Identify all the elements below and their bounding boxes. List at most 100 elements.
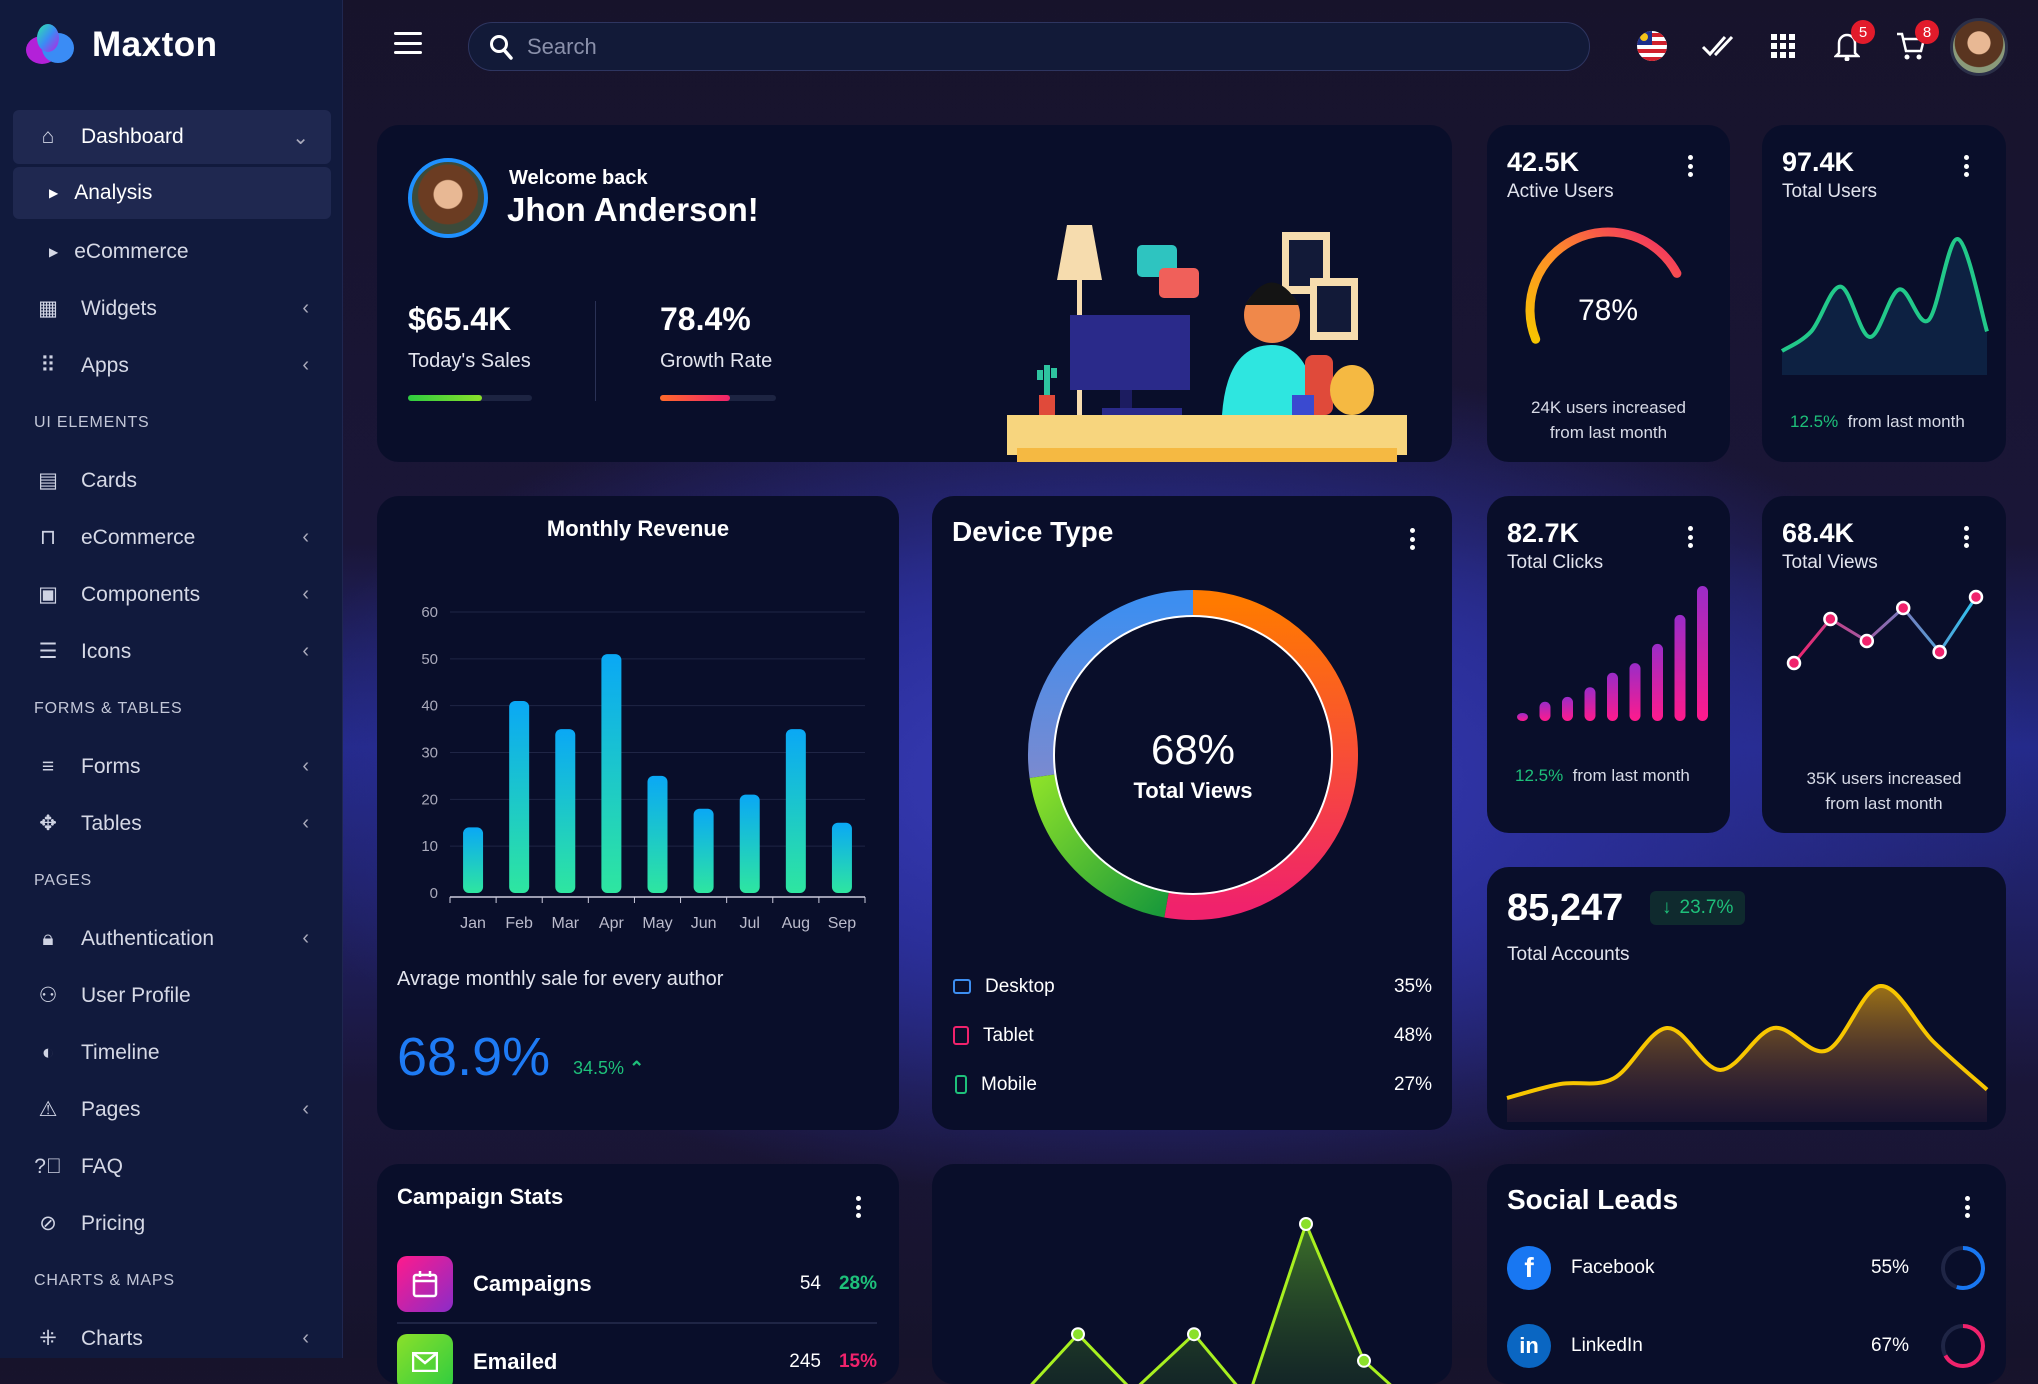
total-users-change: 12.5% from last month [1790, 412, 1965, 432]
row-label: Emailed [473, 1349, 558, 1374]
topbar: 5 8 [344, 0, 2038, 92]
sidebar-item-authentication[interactable]: 🔒︎ Authentication ‹ [13, 910, 331, 967]
stat-divider [595, 301, 596, 401]
pricing-icon: ⊘ [39, 1212, 57, 1235]
sales-label: Today's Sales [408, 350, 531, 372]
chevron-down-icon: ⌄ [292, 126, 309, 149]
sidebar-item-label: Pricing [81, 1211, 146, 1235]
gauge-arc [1525, 227, 1682, 344]
double-check-icon [1701, 35, 1734, 57]
search-input[interactable] [527, 33, 1427, 60]
more-options-button[interactable] [1408, 528, 1416, 550]
menu-toggle-button[interactable] [394, 32, 422, 54]
sidebar-item-cards[interactable]: ▤ Cards [13, 452, 331, 509]
mobile-icon [955, 1075, 967, 1094]
social-progress-ring [1941, 1324, 1985, 1368]
notifications-button[interactable]: 5 [1829, 20, 1875, 64]
flag-icon [1637, 31, 1667, 61]
social-leads-card: Social Leads f Facebook 55% in LinkedIn 67% [1487, 1164, 2006, 1384]
sidebar-item-user-profile[interactable]: ⚇ User Profile [13, 967, 331, 1024]
more-options-button[interactable] [1686, 155, 1694, 177]
welcome-name: Jhon Anderson! [507, 191, 759, 228]
x-tick-label: Apr [599, 915, 625, 932]
more-options-button[interactable] [1962, 526, 1970, 548]
sidebar-item-faq[interactable]: ?⃝ FAQ [13, 1138, 331, 1195]
search-bar[interactable] [468, 22, 1590, 71]
social-lead-row[interactable]: in LinkedIn 67% [1507, 1322, 1987, 1370]
x-tick-label: Jun [691, 915, 717, 932]
total-clicks-label: Total Clicks [1507, 552, 1604, 573]
sidebar-item-dashboard[interactable]: ⌂ Dashboard ⌄ [13, 110, 331, 164]
total-views-line-chart [1786, 589, 1984, 671]
chevron-left-icon: ‹ [302, 927, 309, 949]
chevron-left-icon: ‹ [302, 1098, 309, 1120]
sidebar-item-analysis[interactable]: ▶ Analysis [13, 167, 331, 219]
sidebar-item-icons[interactable]: ☰ Icons ‹ [13, 623, 331, 680]
sidebar-item-components[interactable]: ▣ Components ‹ [13, 566, 331, 623]
sidebar-item-label: FAQ [81, 1154, 124, 1178]
chevron-left-icon: ‹ [302, 354, 309, 376]
views-point [1786, 655, 1802, 671]
sidebar-item-label: Cards [81, 468, 138, 492]
sidebar-item-label: Apps [81, 353, 129, 377]
mail-icon [397, 1334, 453, 1384]
more-options-button[interactable] [854, 1196, 862, 1218]
more-options-button[interactable] [1963, 1196, 1971, 1218]
more-options-button[interactable] [1962, 155, 1970, 177]
apps-button[interactable] [1765, 28, 1801, 64]
tables-icon: ✥ [39, 812, 57, 835]
sidebar-item-ecommerce-sub[interactable]: ▶ eCommerce [13, 223, 331, 280]
active-users-card: 42.5K Active Users 78% 24K users increas… [1487, 125, 1730, 462]
sidebar-item-label: Icons [81, 639, 132, 663]
active-users-label: Active Users [1507, 181, 1614, 202]
sidebar-item-charts[interactable]: ⁜ Charts ‹ [13, 1310, 331, 1367]
x-tick-label: Sep [828, 915, 857, 932]
chevron-left-icon: ‹ [302, 583, 309, 605]
views-point [1859, 633, 1875, 649]
welcome-illustration [1007, 225, 1407, 462]
user-avatar[interactable] [1950, 18, 2008, 76]
campaign-row-campaigns[interactable]: Campaigns 54 28% [397, 1256, 877, 1312]
sidebar-item-label: Dashboard [81, 125, 184, 148]
bar-feb [509, 700, 530, 893]
sidebar-item-ecommerce[interactable]: ⊓ eCommerce ‹ [13, 509, 331, 566]
sidebar-item-pages[interactable]: ⚠︎ Pages ‹ [13, 1081, 331, 1138]
note-line: from last month [1549, 423, 1668, 442]
campaign-row-emailed[interactable]: Emailed 245 15% [397, 1334, 877, 1384]
click-bar [1674, 614, 1686, 721]
change-percent: 12.5% [1790, 412, 1839, 431]
click-bar [1697, 586, 1708, 721]
sidebar-item-apps[interactable]: ⠿ Apps ‹ [13, 337, 331, 394]
card-title: Social Leads [1507, 1184, 1679, 1215]
bar-aug [785, 729, 806, 893]
mark-all-read-button[interactable] [1700, 28, 1736, 64]
social-label: Facebook [1571, 1257, 1655, 1278]
sidebar-item-timeline[interactable]: ◐ Timeline [13, 1024, 331, 1081]
card-subtitle: Avrage monthly sale for every author [397, 968, 724, 990]
total-views-card: 68.4K Total Views 35K users increased fro… [1762, 496, 2006, 833]
total-views-note: 35K users increased from last month [1762, 766, 2006, 816]
linkedin-icon: in [1507, 1324, 1551, 1368]
line-point [1187, 1327, 1201, 1342]
views-point [1968, 589, 1984, 605]
sidebar-item-forms[interactable]: ≡ Forms ‹ [13, 738, 331, 795]
legend-value: 48% [1393, 1024, 1432, 1046]
sidebar-item-pricing[interactable]: ⊘ Pricing [13, 1195, 331, 1252]
cart-button[interactable]: 8 [1893, 20, 1939, 64]
social-lead-row[interactable]: f Facebook 55% [1507, 1244, 1987, 1292]
growth-label: Growth Rate [660, 350, 773, 372]
total-users-card: 97.4K Total Users 12.5% from last month [1762, 125, 2006, 462]
sidebar-item-tables[interactable]: ✥ Tables ‹ [13, 795, 331, 852]
stack-icon: ☰ [38, 640, 58, 663]
donut-center-label: Total Views [1133, 778, 1252, 803]
more-options-button[interactable] [1686, 526, 1694, 548]
language-flag-button[interactable] [1634, 28, 1670, 64]
sidebar-item-widgets[interactable]: ▦ Widgets ‹ [13, 280, 331, 337]
timeline-icon: ◐ [41, 1040, 55, 1064]
total-users-sparkline [1780, 236, 1989, 375]
sales-value: $65.4K [408, 301, 512, 337]
y-tick-label: 40 [421, 698, 438, 715]
logo[interactable]: Maxton [22, 22, 218, 68]
sparkline-area [1782, 238, 1987, 375]
click-bar [1629, 663, 1641, 721]
